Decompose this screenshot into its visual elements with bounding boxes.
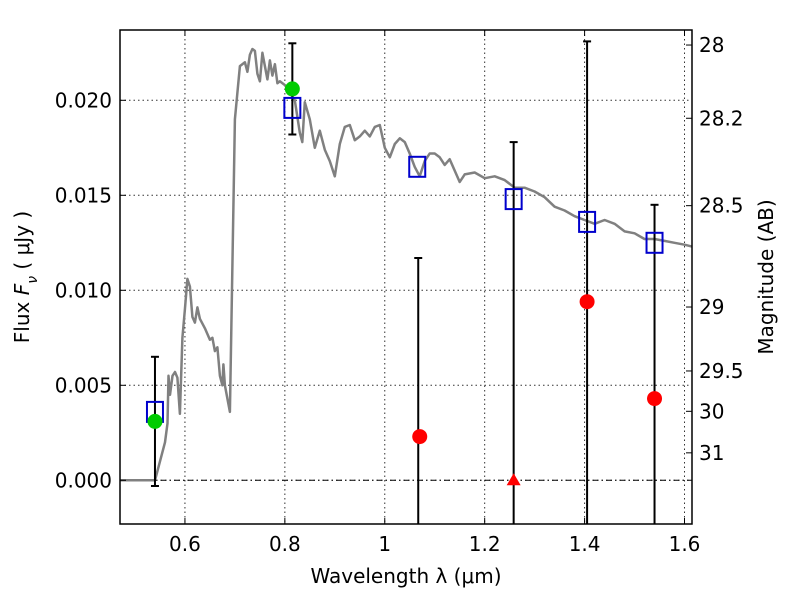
detected-point bbox=[284, 81, 300, 97]
right-tick-label: 28.5 bbox=[699, 194, 744, 218]
axis-ticks: 0.6 0.8 1 1.2 1.4 1.6 0.000 0.005 0.010 0.015 0.02… bbox=[55, 30, 744, 556]
right-tick-label: 29.5 bbox=[699, 359, 744, 383]
y-tick-label: 0.000 bbox=[55, 468, 112, 492]
y-tick-label: 0.005 bbox=[55, 373, 112, 397]
y-tick-label: 0.020 bbox=[55, 88, 112, 112]
upper-limit-point bbox=[506, 473, 521, 486]
right-tick-label: 28.2 bbox=[699, 106, 744, 130]
sed-model-line bbox=[120, 47, 693, 482]
x-tick-label: 0.8 bbox=[269, 532, 301, 556]
x-tick-label: 1.6 bbox=[669, 532, 701, 556]
model-band-square bbox=[578, 210, 597, 233]
x-axis-label: Wavelength λ (μm) bbox=[310, 564, 501, 588]
y-tick-label: 0.010 bbox=[55, 278, 112, 302]
right-tick-label: 30 bbox=[699, 399, 724, 423]
right-tick-label: 31 bbox=[699, 441, 724, 465]
model-band-square bbox=[283, 96, 302, 119]
x-tick-label: 1.2 bbox=[469, 532, 501, 556]
low-significance-point bbox=[412, 429, 428, 445]
plot-frame bbox=[119, 29, 693, 525]
model-band-square bbox=[504, 188, 523, 211]
y-axis-label-prefix: Flux bbox=[10, 295, 34, 343]
y-axis-label: Flux Fν ( μJy ) bbox=[10, 211, 41, 343]
right-tick-label: 28 bbox=[699, 33, 724, 57]
low-significance-point bbox=[579, 294, 595, 310]
y-axis-label-symbol: F bbox=[10, 283, 34, 295]
y-axis-label-unit: ( μJy ) bbox=[10, 211, 34, 276]
model-band-square bbox=[645, 231, 664, 254]
x-tick-label: 1.4 bbox=[569, 532, 601, 556]
x-tick-label: 0.6 bbox=[169, 532, 201, 556]
right-tick-label: 29 bbox=[699, 295, 724, 319]
right-axis-label: Magnitude (AB) bbox=[754, 199, 778, 354]
detected-point bbox=[147, 413, 163, 429]
model-band-square bbox=[408, 155, 427, 178]
y-axis-label-subscript: ν bbox=[25, 276, 41, 284]
low-significance-point bbox=[647, 391, 663, 407]
data-series bbox=[120, 40, 693, 524]
x-tick-label: 1 bbox=[378, 532, 391, 556]
y-tick-label: 0.015 bbox=[55, 183, 112, 207]
grid-lines bbox=[120, 30, 692, 524]
